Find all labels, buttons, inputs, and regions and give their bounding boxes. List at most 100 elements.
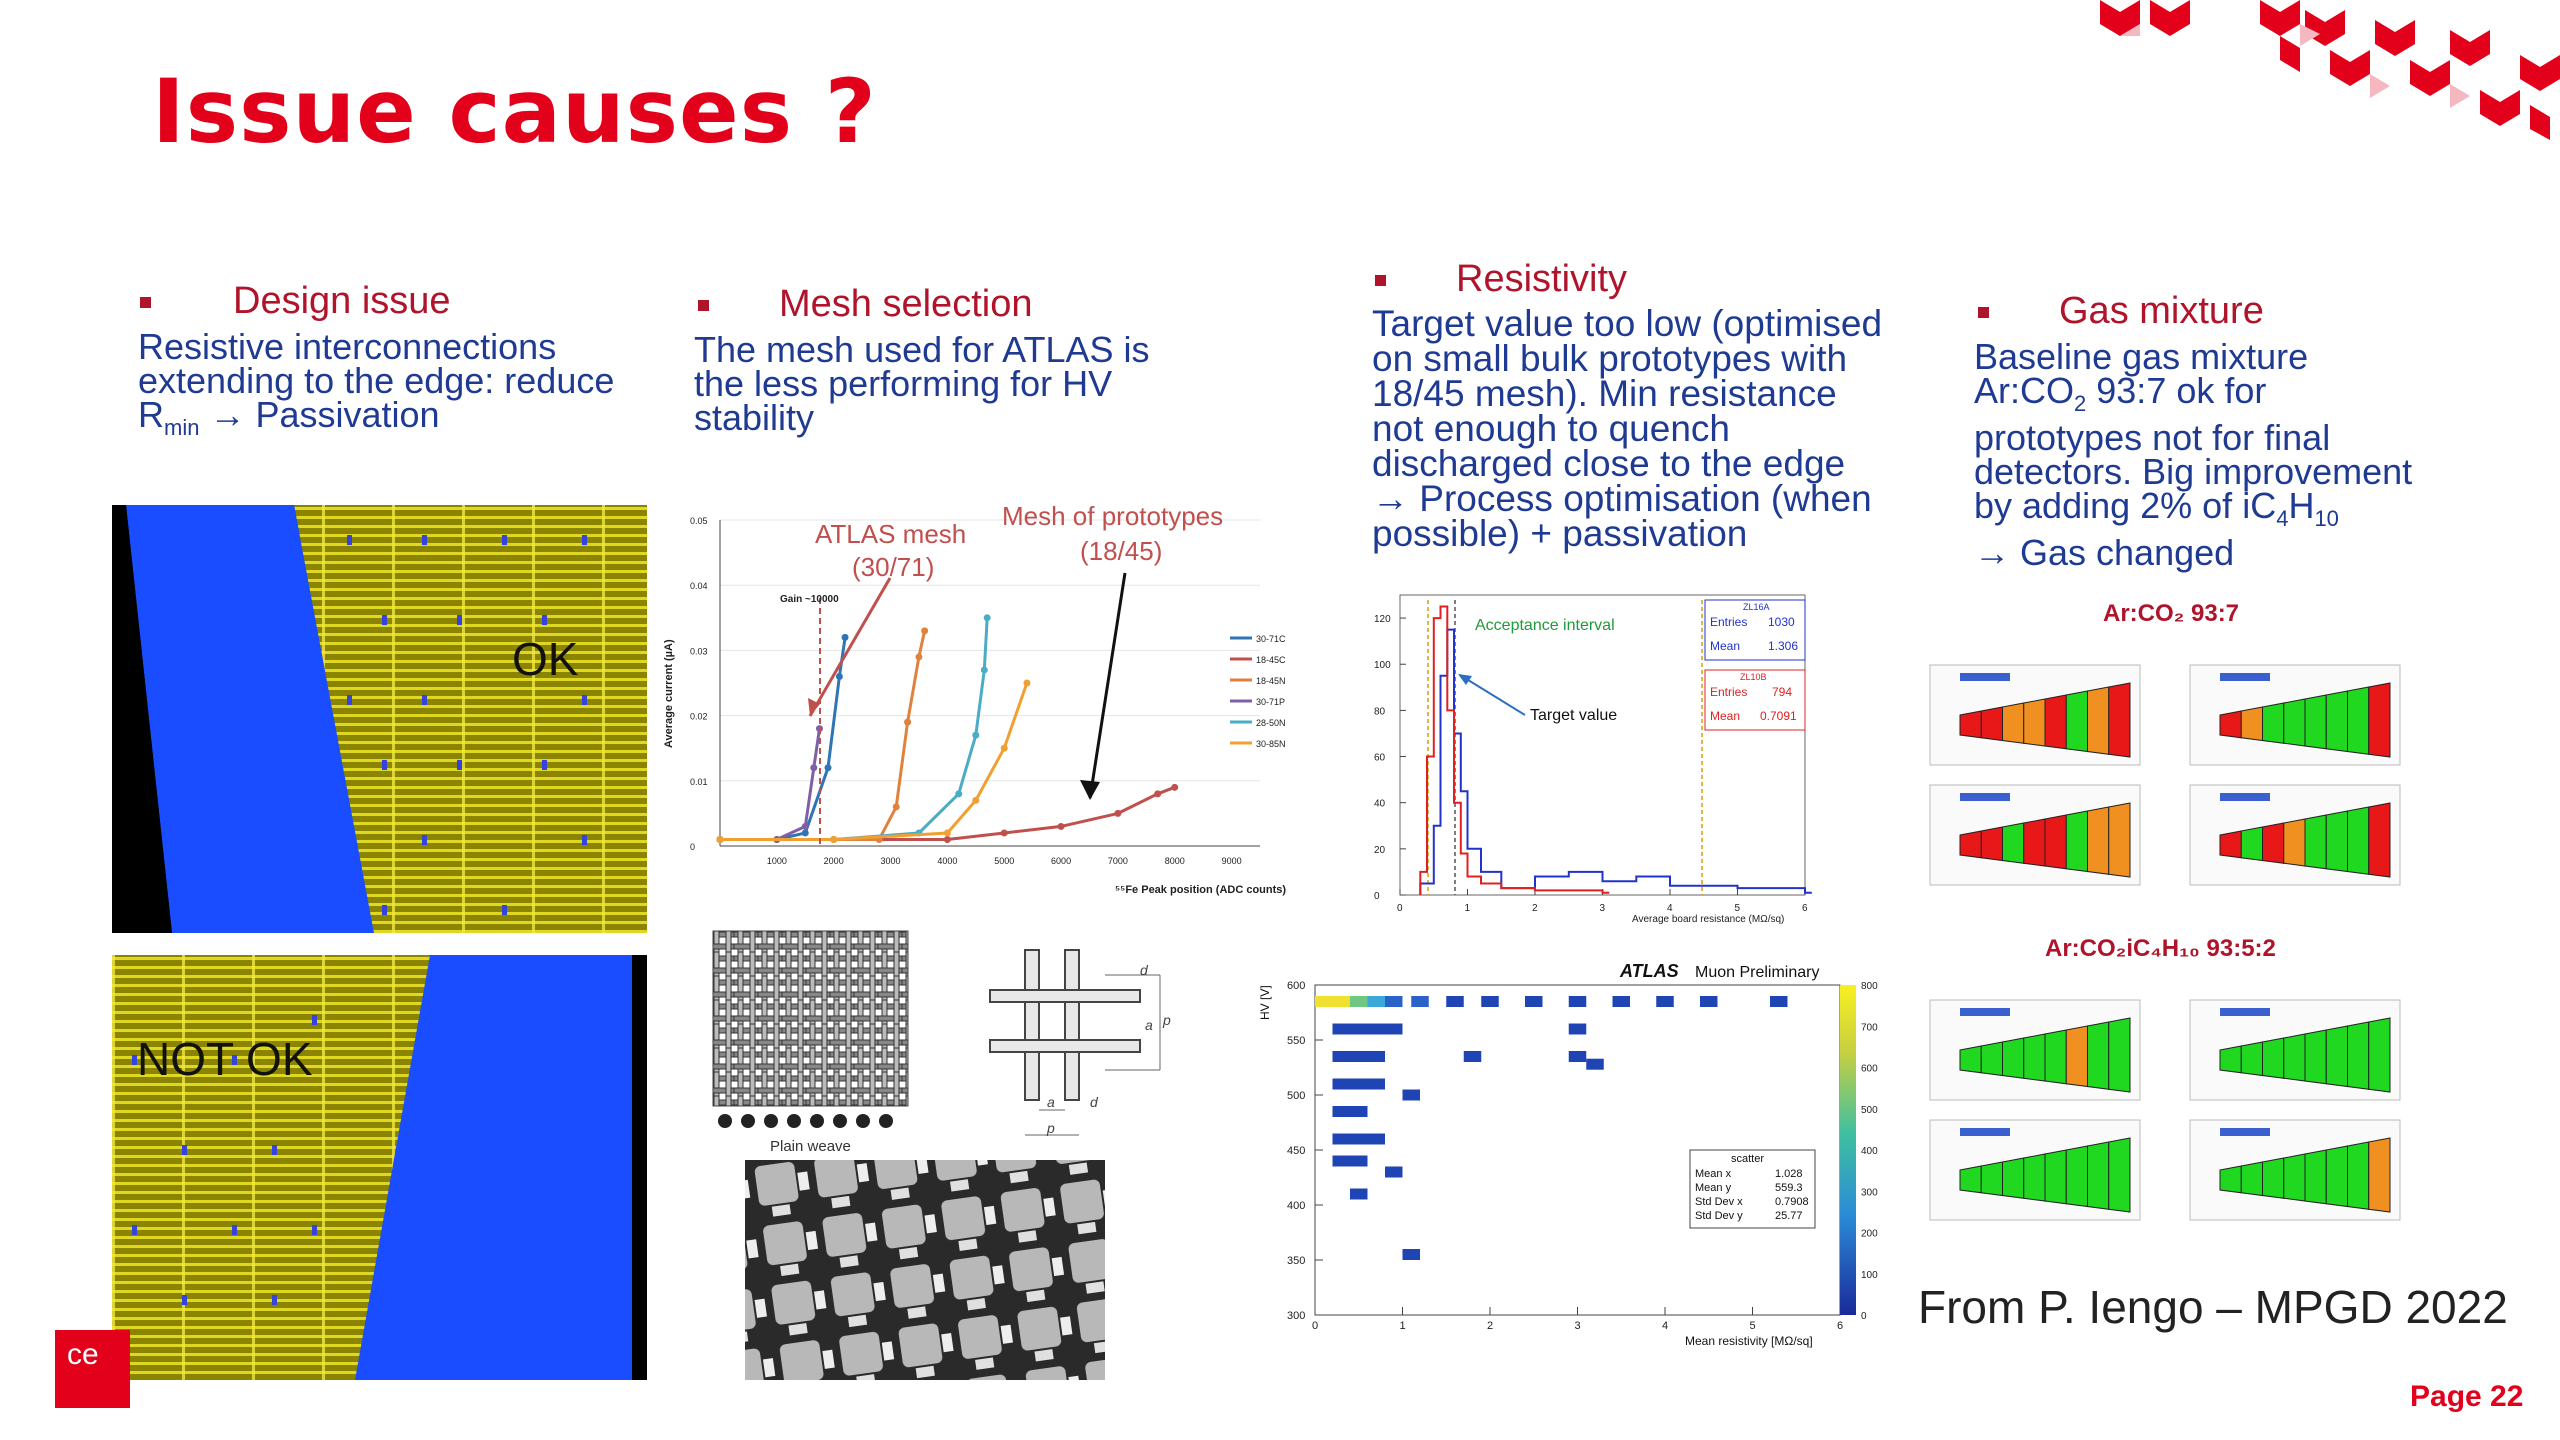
sector-map: [2189, 1119, 2401, 1221]
proto-mesh-annot: Mesh of prototypes: [1002, 501, 1223, 531]
gas-l2a: Ar:CO: [1974, 370, 2075, 411]
hv-xtick: 1: [1400, 1320, 1406, 1332]
sector-cell: [2023, 1153, 2046, 1202]
sector-map-header: [1960, 1008, 2010, 1016]
sector-cell: [2108, 1017, 2131, 1093]
hv-cell: [1568, 1051, 1587, 1062]
mesh-point: [921, 627, 929, 635]
sector-cell: [2325, 810, 2348, 873]
logo-text: ce: [67, 1338, 99, 1371]
sector-cell: [2283, 1153, 2306, 1202]
mesh-legend-label: 30-85N: [1256, 739, 1286, 749]
stat-box-2: ZL10B Entries 794 Mean 0.7091: [1704, 669, 1806, 731]
mesh-legend-label: 28-50N: [1256, 718, 1286, 728]
hv-xtick: 0: [1312, 1320, 1318, 1332]
sector-cell: [2087, 806, 2110, 875]
weave-caption: Plain weave: [770, 1138, 851, 1155]
sector-cell: [2108, 802, 2131, 878]
sector-map: [2189, 784, 2401, 886]
mesh-point: [972, 731, 980, 739]
gain-label: Gain ~10000: [780, 594, 839, 605]
sector-cell: [2368, 1017, 2391, 1093]
res-ytick: 0: [1374, 891, 1380, 902]
sector-cell: [1980, 1041, 2003, 1077]
gas-label-a: Ar:CO₂ 93:7: [2103, 600, 2240, 627]
acceptance-annot: Acceptance interval: [1475, 617, 1615, 634]
mesh-point: [915, 653, 923, 661]
hv-stat-1-v: 559.3: [1775, 1182, 1803, 1194]
z-colorbar: [1840, 985, 1856, 1315]
mesh-point: [1057, 822, 1065, 830]
mesh-ytick: 0.04: [690, 581, 708, 591]
hv-cell: [1770, 996, 1788, 1007]
bullet-icon: [1375, 275, 1386, 287]
mesh-xtick: 5000: [994, 856, 1014, 866]
res-ytick: 20: [1374, 845, 1386, 856]
mesh-ytick: 0.02: [690, 712, 708, 722]
mesh-point: [1114, 809, 1122, 817]
sector-cell: [1959, 1165, 1982, 1194]
sector-cell: [2240, 1161, 2263, 1197]
resistivity-heading-text: Resistivity: [1456, 258, 1628, 300]
hv-cell: [1612, 996, 1630, 1007]
res-xtick: 1: [1465, 903, 1471, 914]
res-xtick: 3: [1600, 903, 1606, 914]
hv-cell: [1586, 1058, 1604, 1070]
mesh-point: [943, 835, 951, 843]
res-ytick: 60: [1374, 753, 1386, 764]
mesh-xtick: 9000: [1222, 856, 1242, 866]
mesh-point: [801, 822, 809, 830]
sector-map-header: [2220, 1128, 2270, 1136]
res-ytick: 120: [1374, 614, 1391, 625]
sector-cell: [2002, 702, 2025, 744]
gas-l5a: by adding 2% of iC: [1974, 485, 2277, 526]
mesh-legend-label: 18-45C: [1256, 655, 1286, 665]
rmin-main: R: [138, 394, 164, 435]
res-line-4: not enough to quench: [1372, 408, 1730, 449]
sector-cell: [2044, 1029, 2067, 1085]
hv-ztick: 700: [1861, 1022, 1878, 1033]
mesh-point: [972, 796, 980, 804]
mesh-ytick: 0.03: [690, 646, 708, 656]
mesh-point: [801, 829, 809, 837]
sector-cell: [1959, 710, 1982, 739]
sector-cell: [2262, 702, 2285, 744]
hv-cell: [1402, 1089, 1420, 1101]
hv-stat-name: scatter: [1731, 1153, 1764, 1165]
hv-cell: [1367, 1023, 1385, 1035]
res-ytick: 100: [1374, 660, 1391, 671]
sector-cell: [2023, 1033, 2046, 1082]
atlas-mesh-annot-2: (30/71): [852, 552, 934, 582]
sector-map: [2189, 999, 2401, 1101]
gas-l5b: 4: [2276, 506, 2289, 531]
mesh-heading-text: Mesh selection: [779, 283, 1033, 325]
sector-cell: [2368, 1137, 2391, 1213]
sector-map: [1929, 999, 2141, 1101]
hv-ytick: 300: [1287, 1310, 1305, 1322]
hv-cell: [1367, 1078, 1385, 1090]
not-ok-board-image: NOT OK: [112, 955, 647, 1380]
hist-series-zl10b: [1419, 605, 1610, 895]
slide-title: Issue causes ?: [152, 60, 877, 163]
atlas-arrow-head: [808, 698, 820, 716]
sector-cell: [1980, 826, 2003, 862]
hv-ylabel: HV [V]: [1258, 985, 1272, 1020]
sector-cell: [2304, 694, 2327, 750]
sector-map: [1929, 784, 2141, 886]
mesh-point: [983, 614, 991, 622]
hv-xtick: 2: [1487, 1320, 1493, 1332]
rmin-sub: min: [164, 415, 200, 440]
res-line-6: → Process optimisation (when: [1372, 478, 1872, 519]
sector-cell: [2304, 1029, 2327, 1085]
page-number: Page 22: [2410, 1380, 2524, 1413]
sector-cell: [2240, 1041, 2263, 1077]
stat1-name: ZL16A: [1743, 602, 1770, 612]
hv-cell: [1568, 1023, 1587, 1035]
sector-cell: [2240, 826, 2263, 862]
mesh-series-line: [720, 682, 1029, 841]
hv-ztick: 100: [1861, 1270, 1878, 1281]
res-xtick: 4: [1667, 903, 1673, 914]
mesh-ytick: 0.05: [690, 516, 708, 526]
stat1-entries: 1030: [1768, 615, 1795, 629]
sector-cell: [2087, 1141, 2110, 1210]
